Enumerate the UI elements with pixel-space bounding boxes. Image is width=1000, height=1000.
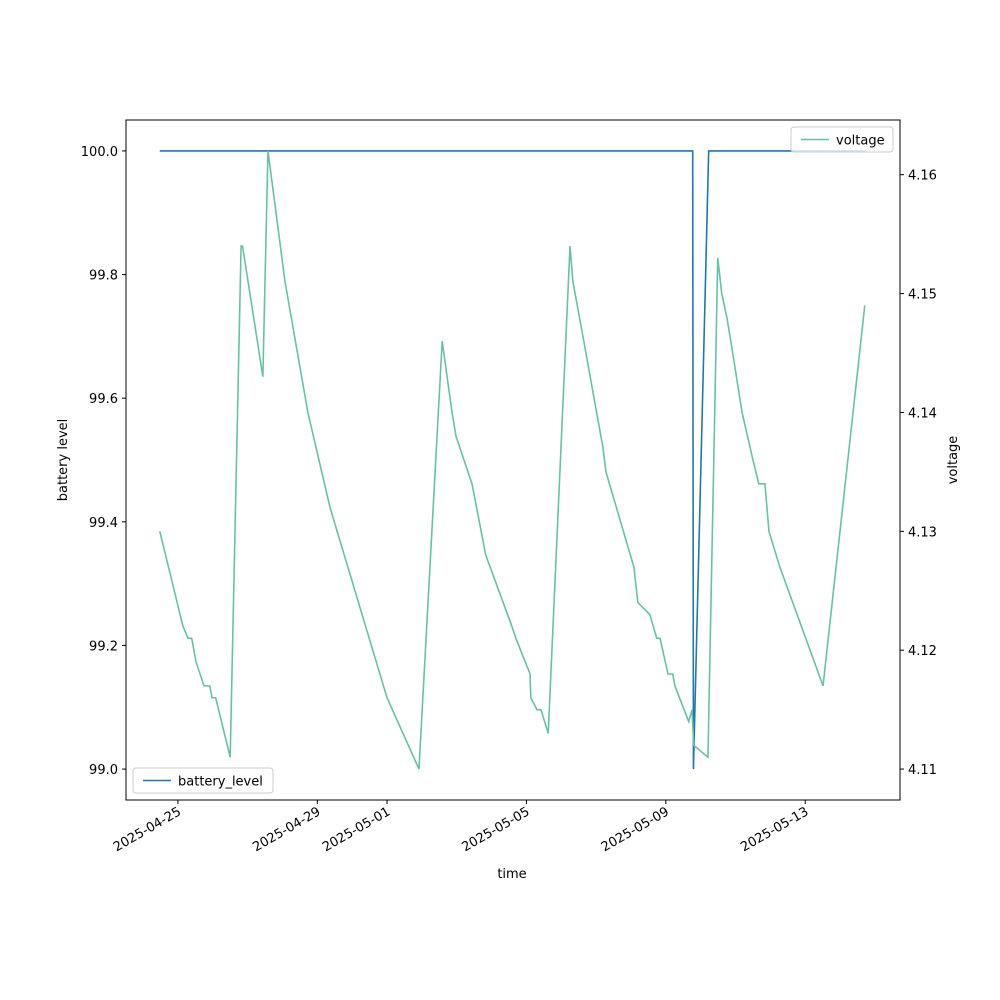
y2-tick-label: 4.15 bbox=[908, 288, 937, 303]
y2-tick-label: 4.13 bbox=[908, 525, 937, 540]
y2-tick-label: 4.16 bbox=[908, 169, 937, 184]
legend-box bbox=[132, 767, 274, 794]
y2-tick-label: 4.11 bbox=[908, 763, 937, 778]
legend-box bbox=[790, 126, 894, 153]
y-axis-label: battery level bbox=[56, 419, 71, 502]
legend-label: voltage bbox=[836, 134, 885, 149]
y-tick-label: 99.8 bbox=[89, 269, 118, 284]
y2-tick-label: 4.12 bbox=[908, 644, 937, 659]
y-tick-label: 99.4 bbox=[89, 516, 118, 531]
y2-tick-label: 4.14 bbox=[908, 406, 937, 421]
legend-label: battery_level bbox=[178, 775, 263, 790]
x-axis-label: time bbox=[497, 867, 526, 882]
y-tick-label: 100.0 bbox=[81, 145, 118, 160]
series-line bbox=[158, 150, 866, 770]
y2-axis-label: voltage bbox=[946, 436, 961, 485]
series-line bbox=[159, 150, 866, 770]
y-tick-label: 99.6 bbox=[89, 392, 118, 407]
plot-frame bbox=[125, 119, 901, 801]
y-tick-label: 99.0 bbox=[89, 763, 118, 778]
y-tick-label: 99.2 bbox=[89, 639, 118, 654]
